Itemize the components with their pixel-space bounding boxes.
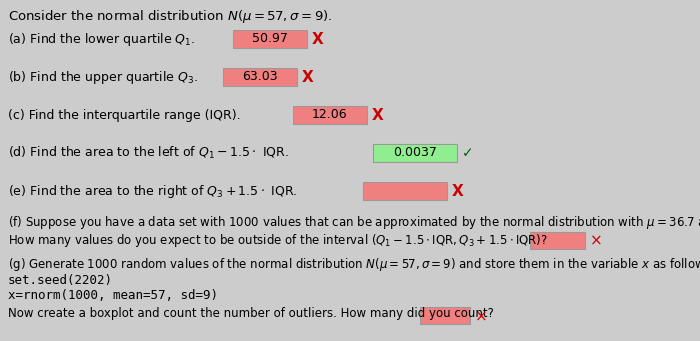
Text: How many values do you expect to be outside of the interval $(Q_1 - 1.5 \cdot \m: How many values do you expect to be outs… <box>8 232 548 249</box>
Text: ✓: ✓ <box>462 146 474 160</box>
Text: Now create a boxplot and count the number of outliers. How many did you count?: Now create a boxplot and count the numbe… <box>8 307 494 320</box>
Text: X: X <box>312 31 323 46</box>
FancyBboxPatch shape <box>363 182 447 200</box>
Text: 50.97: 50.97 <box>252 32 288 45</box>
Text: X: X <box>302 70 314 85</box>
FancyBboxPatch shape <box>530 232 585 249</box>
Text: 63.03: 63.03 <box>242 71 278 84</box>
Text: (b) Find the upper quartile $Q_3$.: (b) Find the upper quartile $Q_3$. <box>8 69 198 86</box>
Text: $\times$: $\times$ <box>474 308 486 323</box>
Text: 12.06: 12.06 <box>312 108 348 121</box>
Text: (c) Find the interquartile range (IQR).: (c) Find the interquartile range (IQR). <box>8 108 241 121</box>
Text: 0.0037: 0.0037 <box>393 147 437 160</box>
Text: (d) Find the area to the left of $Q_1 - 1.5 \cdot$ IQR.: (d) Find the area to the left of $Q_1 - … <box>8 145 289 161</box>
Text: $\times$: $\times$ <box>589 233 602 248</box>
FancyBboxPatch shape <box>293 106 367 124</box>
Text: Consider the normal distribution $N(\mu = 57, \sigma = 9)$.: Consider the normal distribution $N(\mu … <box>8 8 332 25</box>
Text: X: X <box>372 107 384 122</box>
FancyBboxPatch shape <box>223 68 297 86</box>
Text: (e) Find the area to the right of $Q_3 + 1.5 \cdot$ IQR.: (e) Find the area to the right of $Q_3 +… <box>8 182 298 199</box>
Text: (a) Find the lower quartile $Q_1$.: (a) Find the lower quartile $Q_1$. <box>8 30 195 47</box>
Text: x=rnorm(1000, mean=57, sd=9): x=rnorm(1000, mean=57, sd=9) <box>8 289 218 302</box>
Text: (g) Generate 1000 random values of the normal distribution $N(\mu = 57, \sigma =: (g) Generate 1000 random values of the n… <box>8 256 700 273</box>
Text: (f) Suppose you have a data set with 1000 values that can be approximated by the: (f) Suppose you have a data set with 100… <box>8 214 700 231</box>
Text: X: X <box>452 183 463 198</box>
FancyBboxPatch shape <box>420 307 470 324</box>
Text: set.seed(2202): set.seed(2202) <box>8 274 113 287</box>
FancyBboxPatch shape <box>373 144 457 162</box>
FancyBboxPatch shape <box>233 30 307 48</box>
